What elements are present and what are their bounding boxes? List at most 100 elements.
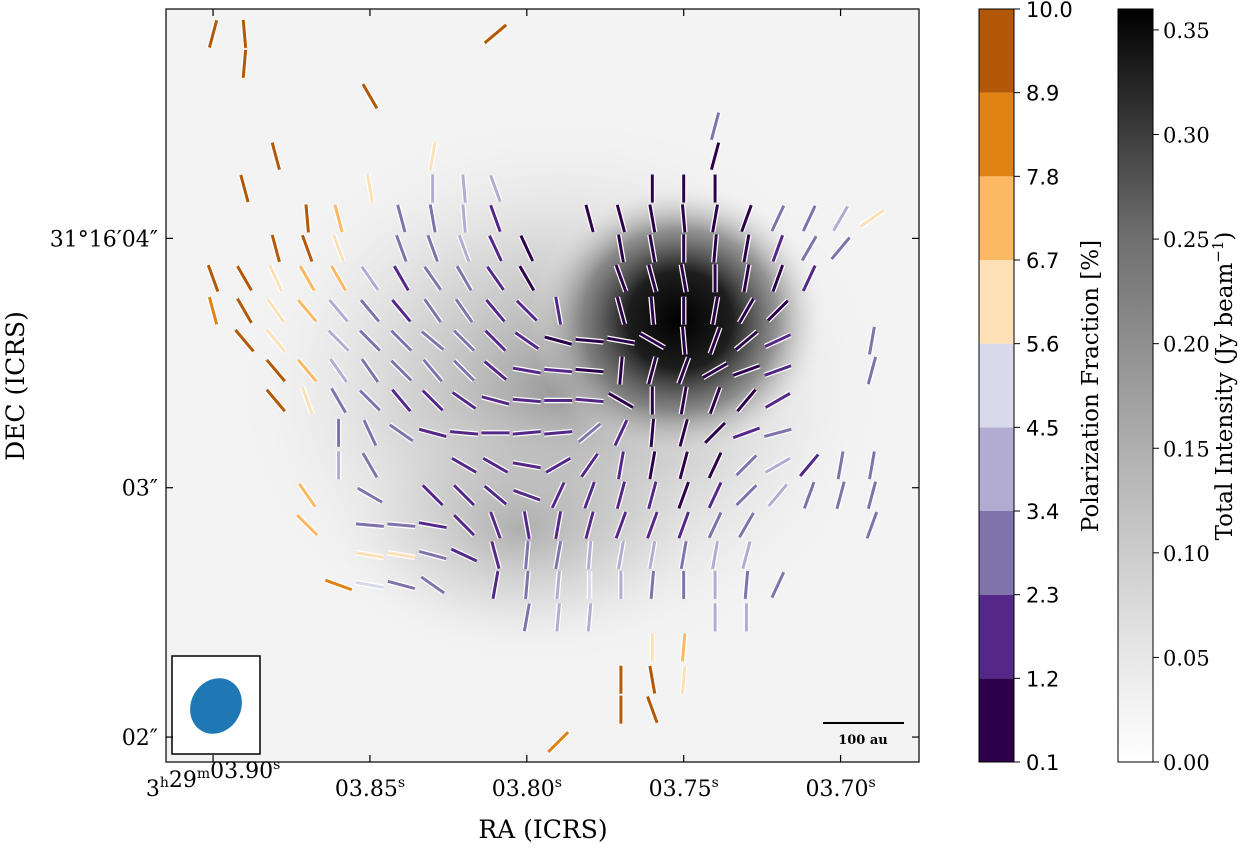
intensity-label-sup: −1	[1209, 241, 1227, 263]
x-axis-label: RA (ICRS)	[478, 815, 607, 844]
polarization-vector	[547, 731, 570, 754]
polarization-vector	[236, 297, 253, 324]
polarization-vector	[513, 489, 541, 502]
polarization-vector	[732, 426, 761, 440]
polarization-colorbar-segment	[979, 260, 1014, 344]
intensity-colorbar-tick-label: 0.05	[1163, 646, 1210, 670]
x-tick-label: 03.75s	[649, 775, 719, 802]
polarization-vector	[387, 579, 416, 591]
polarization-colorbar-segment	[979, 9, 1014, 93]
polarization-vector	[418, 427, 447, 438]
polarization-colorbar-tick-label: 8.9	[1026, 82, 1059, 106]
intensity-core	[530, 180, 830, 460]
polarization-vector	[206, 264, 220, 292]
polarization-vector	[449, 430, 479, 436]
polarization-vector	[484, 329, 507, 352]
polarization-vector	[428, 142, 437, 171]
polarization-vector	[360, 358, 380, 383]
polarization-vector	[486, 265, 505, 291]
polarization-vector	[646, 511, 659, 539]
polarization-vector	[357, 486, 383, 504]
polarization-vector	[524, 540, 530, 570]
polarization-vector	[740, 204, 753, 233]
polarization-vector	[297, 299, 318, 323]
polarization-vector	[265, 358, 286, 383]
polarization-vector	[767, 483, 788, 507]
polarization-vector	[421, 484, 444, 507]
intensity-colorbar-tick-label: 0.00	[1163, 751, 1210, 775]
polarization-vector	[266, 298, 286, 324]
polarization-vector	[764, 364, 792, 377]
intensity-colorbar-tick-label: 0.25	[1163, 228, 1210, 252]
polarization-vector	[358, 329, 381, 352]
polarization-vector	[586, 540, 593, 570]
polarization-vector	[709, 142, 721, 171]
polarization-vector	[512, 430, 541, 436]
polarization-vector	[451, 391, 477, 410]
polarization-vector	[545, 456, 572, 474]
polarization-vector	[519, 235, 535, 262]
polarization-vector	[483, 23, 508, 45]
polarization-colorbar-tick-label: 2.3	[1026, 584, 1059, 608]
polarization-vector	[328, 299, 349, 323]
polarization-vector	[647, 264, 658, 293]
polarization-vector	[800, 235, 818, 262]
polarization-vector	[707, 511, 723, 539]
x-tick-label-sup: s	[868, 775, 875, 791]
polarization-vector	[457, 234, 471, 263]
polarization-vector	[491, 570, 500, 600]
polarization-vector	[490, 541, 501, 569]
polarization-vector	[544, 367, 573, 374]
polarization-vector	[639, 332, 666, 349]
polarization-vector	[298, 265, 316, 292]
polarization-vector	[207, 20, 219, 48]
polarization-vector	[300, 234, 314, 263]
polarization-vector	[743, 570, 750, 600]
polarization-vector	[801, 205, 817, 232]
polarization-vector	[482, 456, 509, 474]
polarization-colorbar: 0.1 1.2 2.3 3.4 4.5 5.6 6.7 7.8 8.9 10.0	[978, 0, 1073, 775]
y-tick-label: 02″	[122, 726, 158, 751]
polarization-vector	[712, 234, 718, 263]
y-axis-label: DEC (ICRS)	[1, 311, 30, 461]
polarization-vector	[770, 205, 786, 232]
polarization-vector	[387, 522, 416, 528]
polarization-vector	[453, 329, 476, 352]
polarization-vector	[615, 204, 627, 233]
x-tick-label-part: 03.70	[805, 777, 868, 802]
polarization-vector	[454, 298, 474, 324]
polarization-colorbar-segment	[979, 343, 1014, 428]
intensity-colorbar-gradient	[1117, 8, 1154, 763]
polarization-vector	[420, 330, 445, 351]
polarization-vector	[866, 481, 878, 510]
polarization-vector	[207, 296, 219, 325]
polarization-vector	[512, 366, 541, 375]
intensity-image	[166, 9, 919, 762]
polarization-vector	[265, 388, 286, 413]
polarization-vector	[420, 575, 446, 595]
polarization-vector	[649, 296, 656, 325]
x-tick-label-sup: m	[197, 766, 210, 782]
polarization-vector	[680, 665, 687, 694]
x-tick-label-sup: s	[555, 775, 562, 791]
polarization-vector	[677, 481, 690, 509]
polarization-vector	[679, 541, 688, 570]
polarization-vector	[742, 234, 751, 263]
intensity-colorbar: 0.00 0.05 0.10 0.15 0.20 0.25 0.30 0.35	[1117, 8, 1210, 775]
polarization-vector	[583, 481, 596, 509]
beam-inset	[171, 655, 261, 755]
polarization-vector	[580, 452, 599, 478]
polarization-vector	[868, 326, 876, 355]
polarization-vector	[522, 603, 531, 632]
x-tick-label-part: 03.85	[335, 777, 398, 802]
polarization-vector	[866, 356, 878, 385]
polarization-vector	[489, 511, 502, 539]
polarization-vector	[461, 174, 467, 203]
polarization-vector	[738, 297, 755, 324]
y-axis: 31°16′04″ 03″ 02″	[50, 227, 919, 751]
polarization-vector	[648, 451, 657, 480]
polarization-colorbar-tick-label: 0.1	[1026, 751, 1059, 775]
polarization-vector	[615, 296, 627, 325]
